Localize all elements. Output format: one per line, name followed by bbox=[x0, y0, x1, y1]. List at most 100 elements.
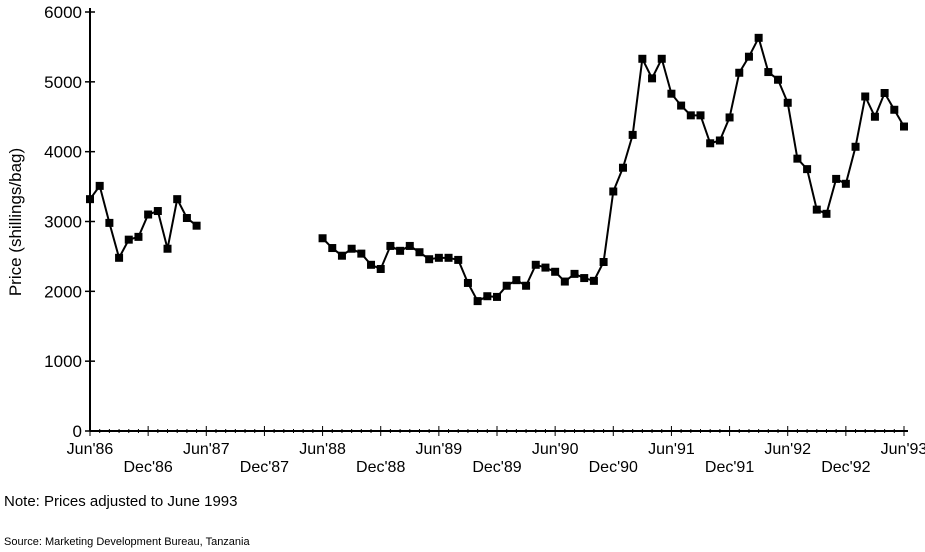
x-tick-label: Jun'89 bbox=[416, 441, 463, 458]
data-point bbox=[900, 122, 908, 131]
x-tick-label: Dec'91 bbox=[705, 459, 754, 476]
data-point bbox=[473, 297, 482, 306]
series-line bbox=[321, 35, 905, 303]
data-point bbox=[318, 234, 327, 243]
data-point bbox=[841, 179, 850, 188]
data-point bbox=[493, 292, 501, 301]
data-point bbox=[589, 276, 598, 285]
data-point bbox=[667, 89, 676, 98]
data-point bbox=[599, 258, 608, 267]
data-point bbox=[677, 101, 686, 110]
data-point bbox=[86, 195, 94, 204]
data-point bbox=[783, 98, 792, 107]
data-point bbox=[686, 111, 695, 120]
data-point bbox=[386, 241, 395, 250]
axes: 0 1000 2000 3000 4000 5000 6000 Jun'86 Jun'87 Jun… bbox=[44, 3, 925, 476]
x-tick-label: Jun'88 bbox=[299, 441, 346, 458]
data-point bbox=[735, 68, 744, 77]
data-point bbox=[890, 105, 899, 114]
data-point bbox=[822, 209, 831, 218]
data-point bbox=[134, 232, 143, 241]
data-point bbox=[405, 241, 414, 250]
x-tick-label: Jun'91 bbox=[648, 441, 695, 458]
data-point bbox=[648, 74, 657, 83]
data-point bbox=[861, 92, 870, 101]
y-tick-label: 1000 bbox=[44, 352, 82, 371]
y-tick-label: 2000 bbox=[44, 282, 82, 301]
data-point bbox=[463, 278, 472, 287]
data-point bbox=[725, 113, 734, 122]
data-point bbox=[754, 33, 763, 42]
data-point bbox=[851, 142, 860, 151]
y-axis-label: Price (shillings/bag) bbox=[6, 148, 25, 296]
y-tick-label: 3000 bbox=[44, 213, 82, 232]
data-point bbox=[803, 165, 812, 174]
y-tick-label: 5000 bbox=[44, 73, 82, 92]
data-point bbox=[744, 52, 753, 61]
y-tick-label: 4000 bbox=[44, 143, 82, 162]
x-tick-label: Dec'88 bbox=[356, 459, 405, 476]
data-point bbox=[444, 253, 453, 262]
x-tick-label: Dec'89 bbox=[472, 459, 521, 476]
data-point bbox=[657, 54, 666, 63]
data-point bbox=[115, 253, 124, 262]
data-point bbox=[609, 187, 618, 196]
data-point bbox=[618, 163, 627, 172]
source-text: Source: Marketing Development Bureau, Ta… bbox=[4, 536, 250, 548]
data-point bbox=[337, 251, 346, 260]
data-point bbox=[715, 136, 724, 145]
data-point bbox=[173, 195, 182, 204]
data-point bbox=[367, 260, 376, 269]
data-point bbox=[454, 255, 463, 264]
data-point bbox=[531, 260, 540, 269]
data-point bbox=[812, 205, 821, 214]
data-point bbox=[880, 89, 889, 98]
note-text: Note: Prices adjusted to June 1993 bbox=[4, 493, 238, 510]
data-point bbox=[163, 244, 172, 253]
x-tick-label: Dec'86 bbox=[123, 459, 172, 476]
data-point bbox=[551, 267, 560, 276]
y-tick-label: 6000 bbox=[44, 3, 82, 22]
x-tick-label: Jun'86 bbox=[67, 441, 114, 458]
data-point bbox=[328, 244, 337, 253]
data-point bbox=[696, 111, 705, 120]
data-point bbox=[628, 130, 637, 139]
data-point bbox=[706, 139, 715, 148]
data-point bbox=[425, 255, 434, 264]
data-point bbox=[832, 174, 841, 183]
data-point bbox=[357, 249, 366, 258]
data-point bbox=[144, 210, 153, 219]
data-point bbox=[793, 154, 802, 163]
x-tick-label: Jun'92 bbox=[764, 441, 811, 458]
data-point bbox=[512, 276, 521, 285]
data-point bbox=[483, 292, 492, 301]
x-tick-label: Dec'90 bbox=[589, 459, 638, 476]
data-point bbox=[541, 263, 550, 272]
data-point bbox=[396, 246, 405, 255]
x-tick-label: Dec'92 bbox=[821, 459, 870, 476]
data-point bbox=[105, 218, 114, 227]
data-point bbox=[560, 277, 569, 286]
data-point bbox=[376, 264, 385, 273]
data-point bbox=[774, 75, 783, 84]
data-point bbox=[764, 68, 773, 77]
data-point bbox=[182, 214, 191, 223]
data-point bbox=[570, 269, 579, 278]
x-tick-label: Dec'87 bbox=[240, 459, 289, 476]
data-point bbox=[415, 248, 424, 257]
x-tick-label: Jun'87 bbox=[183, 441, 230, 458]
data-point bbox=[522, 281, 531, 290]
data-point bbox=[434, 253, 443, 262]
data-point bbox=[124, 235, 133, 244]
data-point bbox=[347, 244, 356, 253]
data-point bbox=[192, 221, 201, 230]
y-tick-label: 0 bbox=[73, 422, 82, 441]
data-point bbox=[153, 207, 162, 216]
data-point bbox=[638, 54, 647, 63]
x-tick-label: Jun'90 bbox=[532, 441, 579, 458]
data-point bbox=[502, 281, 511, 290]
data-point bbox=[870, 112, 879, 121]
price-series bbox=[86, 33, 908, 306]
data-point bbox=[580, 274, 589, 283]
